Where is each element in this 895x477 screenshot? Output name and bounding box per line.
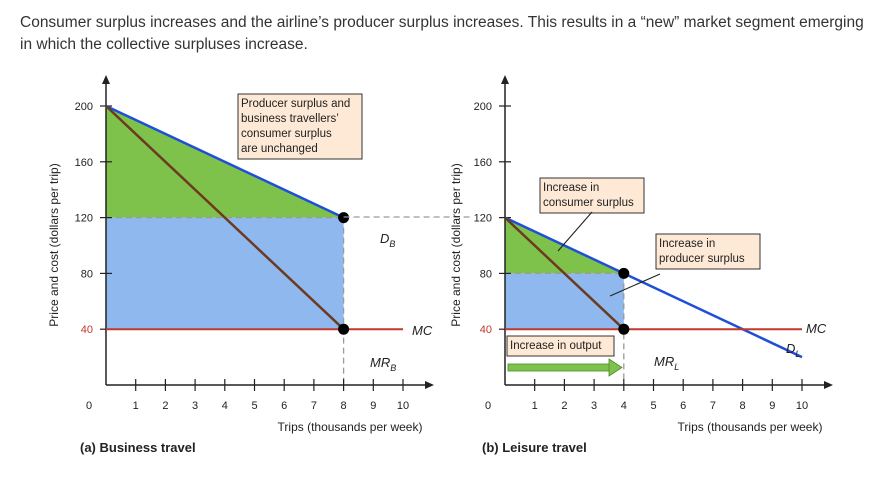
panel1-series-demand-line — [105, 104, 345, 219]
panel2-mr-label: MRL — [654, 354, 679, 372]
panel1-x-tick-label: 8 — [341, 400, 347, 412]
panel1-y-tick-label: 120 — [75, 213, 93, 225]
panel2-x-tick-label: 1 — [532, 400, 538, 412]
panel2-consumer-annotation-line: Increase in — [543, 182, 599, 194]
panel2-output-arrow-body — [507, 363, 612, 372]
panel2-producer-annotation-line: Increase in — [659, 238, 715, 250]
panel2-producer-pointer — [609, 273, 661, 297]
panel1-annotation-line: are unchanged — [241, 143, 318, 155]
panel2-consumer-pointer — [557, 211, 593, 252]
panel2-output-annotation-line: Increase in output — [510, 340, 602, 352]
panel2-x-tick-label: 10 — [796, 400, 808, 412]
panel1-x-tick-label: 0 — [86, 400, 92, 412]
panel2-consumer-annotation-box — [539, 177, 645, 214]
panel2-x-tick-label: 2 — [561, 400, 567, 412]
panel2-x-tick-label: 7 — [710, 400, 716, 412]
panel2-consumer-annotation-line: consumer surplus — [543, 197, 634, 209]
panel2-y-tick-label: 40 — [480, 324, 492, 336]
panel1-mc-label: MC — [412, 323, 433, 338]
panel1-annotation-box — [237, 93, 363, 160]
panel2-output-annotation-box — [506, 335, 615, 357]
panel2-x-tick-label: 4 — [621, 400, 627, 412]
panel2-y-tick-label: 200 — [474, 101, 492, 113]
panel2-output-arrow-head — [608, 358, 623, 377]
panel1-y-tick-label: 40 — [81, 324, 93, 336]
panel2-equilibrium-point-1 — [618, 267, 630, 279]
panel2-series-mr-line — [504, 216, 625, 331]
panel2-x-tick-label: 3 — [591, 400, 597, 412]
panel2-mc-label: MC — [806, 321, 827, 336]
panel1-y-tick-label: 160 — [75, 157, 93, 169]
panel1-x-tick-label: 10 — [397, 400, 409, 412]
panel2-producer-annotation-box — [655, 233, 761, 270]
panel1-annotation-line: business travellers’ — [241, 113, 339, 125]
panel1-x-tick-label: 5 — [251, 400, 257, 412]
panel1-x-tick-label: 9 — [370, 400, 376, 412]
panel2-x-tick-label: 5 — [650, 400, 656, 412]
panel1-equilibrium-point-2 — [338, 323, 350, 335]
panel1-x-tick-label: 4 — [222, 400, 228, 412]
panel1-producer-surplus-area — [106, 217, 344, 330]
panel1-x-tick-label: 7 — [311, 400, 317, 412]
panel1-chart-title: (a) Business travel — [80, 440, 196, 455]
panel2-series-demand-line — [504, 216, 803, 359]
panel2-equilibrium-point-2 — [618, 323, 630, 335]
panel1-mr-label: MRB — [370, 355, 396, 373]
panel2-y-axis-arrow — [501, 75, 509, 84]
panel2-x-axis-arrow — [824, 381, 833, 389]
panel1-y-tick-label: 80 — [81, 268, 93, 280]
panel2-demand-label: DL — [786, 341, 800, 359]
panel1-y-tick-label: 200 — [75, 101, 93, 113]
panel1-x-axis-label: Trips (thousands per week) — [278, 420, 423, 434]
panel2-x-tick-label: 6 — [680, 400, 686, 412]
panel1-x-tick-label: 6 — [281, 400, 287, 412]
panel1-demand-label: DB — [380, 231, 395, 249]
panel2-x-tick-label: 0 — [485, 400, 491, 412]
panel2-x-tick-label: 8 — [740, 400, 746, 412]
panel1-annotation-line: consumer surplus — [241, 128, 332, 140]
panel2-y-axis-label: Price and cost (dollars per trip) — [449, 163, 463, 326]
panel2-y-tick-label: 80 — [480, 268, 492, 280]
panel2-producer-annotation-line: producer surplus — [659, 253, 745, 265]
panel1-annotation-line: Producer surplus and — [241, 98, 350, 110]
panel1-x-tick-label: 3 — [192, 400, 198, 412]
panel2-x-axis-label: Trips (thousands per week) — [678, 420, 823, 434]
panel2-x-tick-label: 9 — [769, 400, 775, 412]
panel1-y-axis-arrow — [102, 75, 110, 84]
panel1-x-axis-arrow — [425, 381, 434, 389]
panel2-y-tick-label: 120 — [474, 213, 492, 225]
panel1-x-tick-label: 2 — [162, 400, 168, 412]
panel2-chart-title: (b) Leisure travel — [482, 440, 587, 455]
panel1-x-tick-label: 1 — [133, 400, 139, 412]
panel1-series-mr-line — [105, 105, 345, 331]
caption: Consumer surplus increases and the airli… — [20, 14, 864, 53]
panel2-producer-surplus-area — [505, 273, 624, 330]
panel1-y-axis-label: Price and cost (dollars per trip) — [47, 163, 61, 326]
panel2-y-tick-label: 160 — [474, 157, 492, 169]
